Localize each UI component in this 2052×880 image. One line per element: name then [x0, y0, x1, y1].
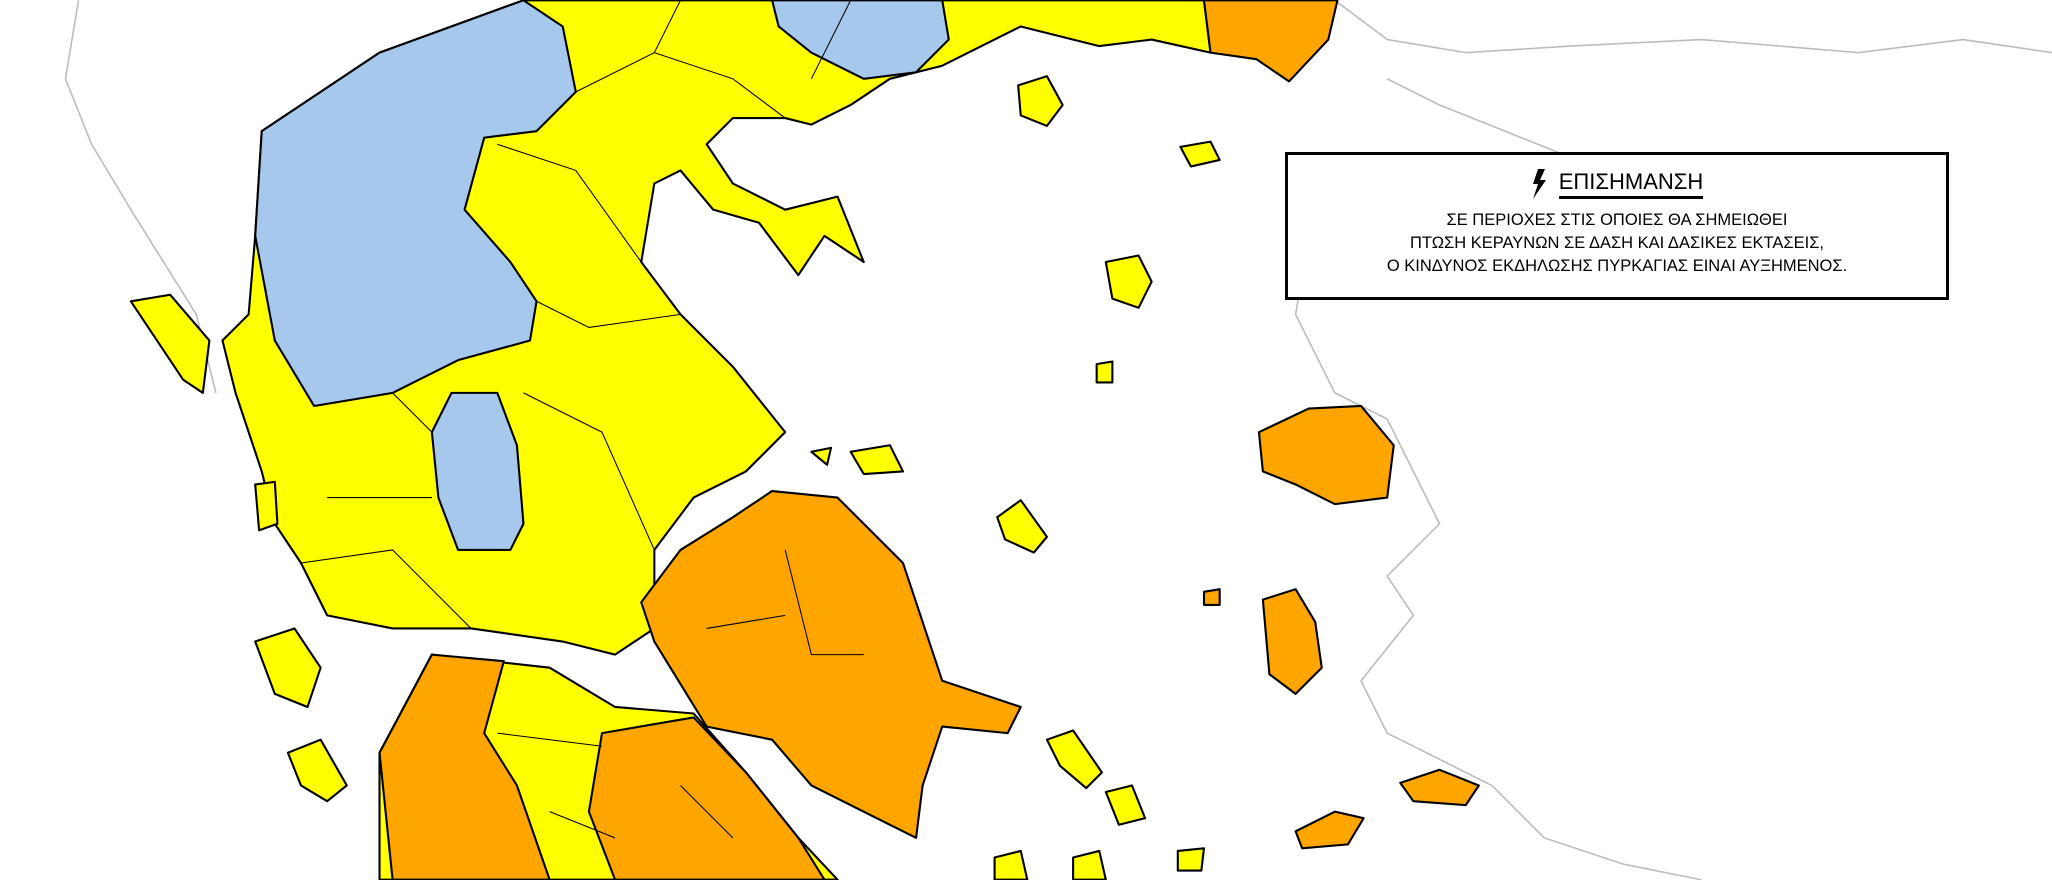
region-orange-east-peloponnese	[587, 716, 826, 880]
neighbor-coastline	[64, 0, 2052, 880]
island-corfu	[129, 293, 211, 394]
region-blue-north-central	[771, 0, 950, 80]
island-lesvos	[1257, 404, 1395, 506]
alert-line: ΣΕ ΠΕΡΙΟΧΕΣ ΣΤΙΣ ΟΠΟΙΕΣ ΘΑ ΣΗΜΕΙΩΘΕΙ	[1446, 211, 1788, 229]
island-lemnos	[1104, 254, 1153, 309]
alert-line: ΠΤΩΣΗ ΚΕΡΑΥΝΩΝ ΣΕ ΔΑΣΗ ΚΑΙ ΔΑΣΙΚΕΣ ΕΚΤΑΣ…	[1410, 234, 1824, 252]
island-lefkada	[254, 480, 279, 532]
island-zakynthos	[286, 738, 348, 803]
region-blue-central	[430, 391, 525, 551]
lightning-alert-box: ΕΠΙΣΗΜΑΝΣΗ ΣΕ ΠΕΡΙΟΧΕΣ ΣΤΙΣ ΟΠΟΙΕΣ ΘΑ ΣΗ…	[1285, 152, 1949, 300]
island-samos	[1399, 768, 1480, 807]
island-skiathos-group	[810, 444, 905, 476]
lightning-icon	[1532, 169, 1546, 199]
island-chios	[1261, 588, 1323, 695]
prefecture-borders	[300, 0, 864, 839]
alert-title: ΕΠΙΣΗΜΑΝΣΗ	[1558, 169, 1704, 199]
island-agios-efstratios	[1095, 360, 1114, 384]
island-ikaria	[1294, 810, 1365, 850]
island-kefalonia	[254, 627, 322, 709]
islands-cyclades	[993, 784, 1206, 880]
region-orange-evros	[1202, 0, 1339, 83]
island-skyros	[996, 499, 1048, 554]
island-andros	[1045, 729, 1103, 790]
island-thasos	[1017, 75, 1064, 127]
island-psara	[1202, 588, 1221, 606]
region-orange-central	[640, 489, 1022, 839]
alert-line: Ο ΚΙΝΔΥΝΟΣ ΕΚΔΗΛΩΣΗΣ ΠΥΡΚΑΓΙΑΣ ΕΙΝΑΙ ΑΥΞ…	[1386, 257, 1848, 275]
island-samothrace	[1179, 140, 1221, 168]
